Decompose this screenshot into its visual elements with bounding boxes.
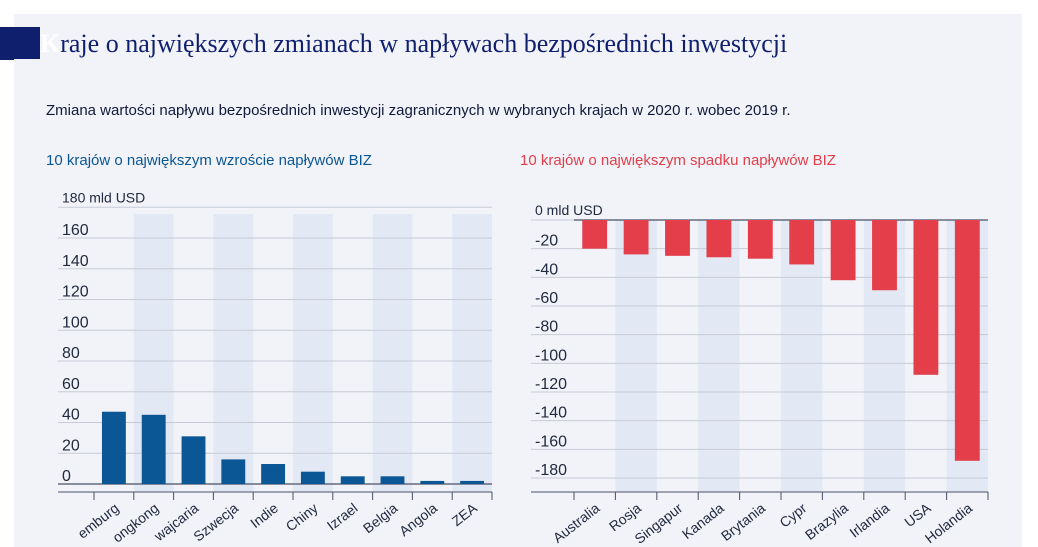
- column-band: [372, 214, 413, 492]
- y-tick-label: -80: [535, 319, 558, 336]
- column-band: [615, 220, 657, 492]
- x-tick-label: Szwecja: [190, 500, 241, 545]
- y-tick-label: -160: [535, 433, 567, 450]
- bar: [141, 414, 166, 484]
- bar: [706, 220, 732, 258]
- y-tick-label: 120: [62, 284, 89, 301]
- y-tick-label: -20: [535, 233, 558, 250]
- bar: [872, 220, 897, 291]
- bar: [101, 411, 126, 484]
- bar: [181, 436, 206, 484]
- column-band: [698, 220, 740, 492]
- unit-label: 180 mld USD: [62, 189, 145, 205]
- x-tick-label: Indie: [247, 500, 281, 531]
- y-tick-label: -60: [535, 290, 558, 307]
- y-tick-label: 20: [62, 437, 80, 454]
- y-tick-label: -120: [535, 376, 567, 393]
- y-tick-label: 140: [62, 253, 89, 270]
- y-tick-label: -140: [535, 405, 567, 422]
- bar: [623, 220, 649, 255]
- title-text: raje o największych zmianach w napływach…: [60, 29, 788, 58]
- bar: [460, 480, 485, 484]
- decrease-chart-title: 10 krajów o największym spadku napływów …: [520, 152, 836, 169]
- x-tick-label: Australia: [550, 500, 603, 546]
- y-tick-label: 60: [62, 376, 80, 393]
- page-title: Kraje o największych zmianach w napływac…: [40, 27, 787, 59]
- title-accent-block: [0, 27, 40, 59]
- bar: [340, 476, 365, 484]
- y-tick-label: -100: [535, 347, 567, 364]
- y-tick-label: 160: [62, 222, 89, 239]
- y-tick-label: -180: [535, 462, 567, 479]
- bar: [913, 220, 939, 375]
- increase-chart-title: 10 krajów o największym wzroście napływó…: [46, 152, 372, 169]
- bar: [747, 220, 773, 259]
- y-tick-label: -40: [535, 261, 558, 278]
- x-tick-label: Cypr: [776, 500, 809, 531]
- bar: [261, 464, 286, 484]
- x-tick-label: Izrael: [324, 500, 361, 534]
- bar: [420, 480, 445, 484]
- unit-label: 0 mld USD: [535, 202, 603, 218]
- x-tick-label: ZEA: [449, 499, 481, 529]
- title-initial: K: [40, 29, 61, 58]
- chart-subtitle: Zmiana wartości napływu bezpośrednich in…: [46, 102, 791, 119]
- y-tick-label: 40: [62, 407, 80, 424]
- y-tick-label: 0: [62, 468, 71, 485]
- x-tick-label: USA: [901, 499, 934, 530]
- bar: [789, 220, 815, 265]
- x-tick-label: Chiny: [283, 500, 321, 535]
- x-tick-label: Brazylia: [802, 500, 851, 543]
- bar: [582, 220, 608, 249]
- column-band: [452, 214, 492, 492]
- y-tick-label: 100: [62, 314, 89, 331]
- x-tick-label: Irlandia: [846, 500, 892, 541]
- bar: [380, 476, 405, 484]
- bar: [300, 471, 325, 484]
- column-band: [213, 214, 254, 492]
- x-tick-label: Angola: [396, 500, 440, 540]
- x-tick-label: Holandia: [922, 500, 976, 547]
- x-tick-label: Kanada: [679, 500, 727, 542]
- bar: [221, 459, 246, 484]
- x-tick-label: Brytania: [718, 500, 768, 544]
- bar: [830, 220, 856, 281]
- x-tick-label: Belgia: [360, 500, 401, 537]
- bar: [665, 220, 690, 256]
- bar: [954, 220, 980, 461]
- y-tick-label: 80: [62, 345, 80, 362]
- column-band: [293, 214, 333, 492]
- column-band: [781, 220, 823, 492]
